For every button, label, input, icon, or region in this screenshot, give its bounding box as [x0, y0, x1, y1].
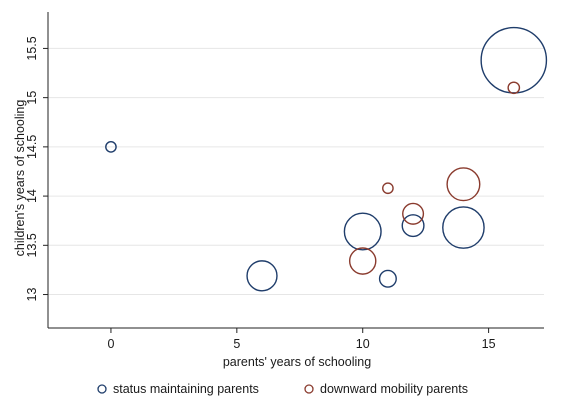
x-tick-label: 15 — [482, 337, 496, 351]
axes — [47, 12, 544, 329]
legend-marker-status-maintaining — [97, 384, 107, 394]
downward-mobility-point — [402, 202, 425, 225]
gridlines — [48, 47, 544, 296]
downward-mobility-point — [507, 81, 521, 95]
y-tick-label: 13 — [25, 288, 39, 302]
legend-marker-downward-mobility — [304, 384, 314, 394]
downward-mobility-point — [382, 182, 394, 195]
y-tick-label: 13.5 — [25, 233, 39, 257]
y-tick-label: 15 — [25, 91, 39, 105]
x-tick-label: 5 — [233, 337, 240, 351]
legend: status maintaining parents downward mobi… — [97, 382, 468, 396]
legend-label-status-maintaining: status maintaining parents — [113, 382, 259, 396]
markers — [105, 26, 548, 292]
status-maintaining-point — [378, 269, 397, 288]
downward-mobility-point — [446, 167, 481, 202]
ticks: 13 13.5 14 14.5 15 15.5 0 5 10 15 — [25, 36, 496, 351]
status-maintaining-point — [401, 214, 425, 238]
x-tick-label: 10 — [356, 337, 370, 351]
x-axis-title: parents' years of schooling — [223, 355, 371, 369]
y-axis-title: children's years of schooling — [13, 100, 27, 257]
x-tick-label: 0 — [107, 337, 114, 351]
status-maintaining-point — [442, 206, 485, 249]
downward-mobility-point — [348, 247, 377, 275]
status-maintaining-point — [343, 212, 382, 251]
y-tick-label: 15.5 — [25, 36, 39, 60]
status-maintaining-point — [246, 260, 278, 292]
y-tick-label: 14.5 — [25, 135, 39, 159]
legend-label-downward-mobility: downward mobility parents — [320, 382, 468, 396]
y-tick-label: 14 — [25, 189, 39, 203]
status-maintaining-point — [105, 141, 117, 153]
status-maintaining-point — [480, 26, 548, 94]
